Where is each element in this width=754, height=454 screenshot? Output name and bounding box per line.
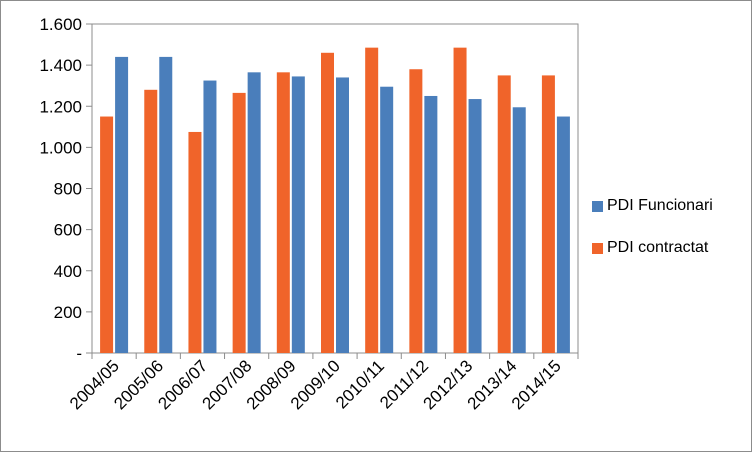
bar: [247, 72, 261, 354]
legend-swatch: [592, 200, 603, 212]
bar: [512, 107, 526, 353]
bar: [159, 56, 173, 354]
bar: [115, 56, 129, 354]
bar: [541, 75, 555, 353]
bar: [336, 77, 349, 354]
legend: PDI Funcionari PDI contractat: [592, 196, 713, 280]
bar: [203, 80, 217, 353]
legend-label: PDI contractat: [607, 239, 709, 256]
y-tick-label: 1.000: [39, 138, 82, 157]
x-tick-label: 2010/11: [332, 356, 388, 412]
legend-item: PDI Funcionari: [592, 196, 713, 216]
y-tick-label: 1.400: [39, 56, 82, 75]
bar: [321, 52, 334, 353]
bar: [556, 116, 570, 353]
bar: [188, 131, 202, 353]
bar: [424, 95, 438, 353]
bar: [468, 99, 482, 353]
legend-label: PDI Funcionari: [607, 197, 713, 214]
y-tick-label: -: [76, 344, 82, 363]
bar: [380, 86, 394, 353]
bar: [453, 47, 467, 353]
bar: [276, 72, 290, 354]
x-tick-label: 2009/10: [287, 356, 344, 413]
legend-item: PDI contractat: [592, 238, 713, 258]
y-tick-label: 1.200: [39, 97, 82, 116]
legend-swatch: [592, 242, 603, 254]
bar: [144, 89, 158, 354]
y-tick-label: 800: [54, 180, 82, 199]
bar: [232, 92, 246, 354]
bar: [365, 47, 379, 353]
y-tick-label: 1.600: [39, 15, 82, 34]
x-tick-label: 2014/15: [508, 356, 565, 413]
bar: [497, 75, 511, 353]
y-tick-label: 400: [54, 262, 82, 281]
y-tick-label: 600: [54, 221, 82, 240]
bar: [409, 69, 423, 354]
bar: [100, 116, 114, 353]
y-tick-label: 200: [54, 303, 82, 322]
bar: [291, 76, 305, 353]
